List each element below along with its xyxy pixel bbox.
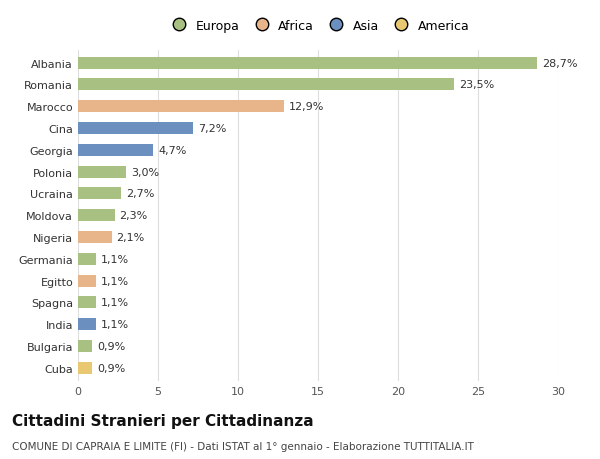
Bar bbox=[78, 275, 95, 287]
Text: Cittadini Stranieri per Cittadinanza: Cittadini Stranieri per Cittadinanza bbox=[12, 413, 314, 428]
Bar bbox=[78, 253, 95, 265]
Text: 1,1%: 1,1% bbox=[100, 254, 128, 264]
Legend: Europa, Africa, Asia, America: Europa, Africa, Asia, America bbox=[161, 15, 475, 38]
Bar bbox=[78, 362, 92, 374]
Text: 28,7%: 28,7% bbox=[542, 59, 577, 68]
Text: 4,7%: 4,7% bbox=[158, 146, 187, 156]
Text: COMUNE DI CAPRAIA E LIMITE (FI) - Dati ISTAT al 1° gennaio - Elaborazione TUTTIT: COMUNE DI CAPRAIA E LIMITE (FI) - Dati I… bbox=[12, 441, 474, 451]
Text: 0,9%: 0,9% bbox=[97, 363, 125, 373]
Text: 2,7%: 2,7% bbox=[126, 189, 154, 199]
Bar bbox=[78, 166, 126, 178]
Bar bbox=[78, 101, 284, 113]
Bar bbox=[78, 145, 153, 157]
Text: 1,1%: 1,1% bbox=[100, 298, 128, 308]
Text: 1,1%: 1,1% bbox=[100, 276, 128, 286]
Bar bbox=[78, 231, 112, 243]
Bar bbox=[78, 79, 454, 91]
Text: 12,9%: 12,9% bbox=[289, 102, 325, 112]
Text: 2,1%: 2,1% bbox=[116, 232, 145, 242]
Text: 7,2%: 7,2% bbox=[198, 124, 226, 134]
Bar bbox=[78, 297, 95, 308]
Bar bbox=[78, 210, 115, 222]
Bar bbox=[78, 188, 121, 200]
Text: 1,1%: 1,1% bbox=[100, 319, 128, 330]
Text: 0,9%: 0,9% bbox=[97, 341, 125, 351]
Bar bbox=[78, 340, 92, 352]
Bar bbox=[78, 123, 193, 135]
Text: 23,5%: 23,5% bbox=[459, 80, 494, 90]
Bar bbox=[78, 57, 537, 69]
Text: 2,3%: 2,3% bbox=[119, 211, 148, 221]
Text: 3,0%: 3,0% bbox=[131, 167, 159, 177]
Bar bbox=[78, 319, 95, 330]
